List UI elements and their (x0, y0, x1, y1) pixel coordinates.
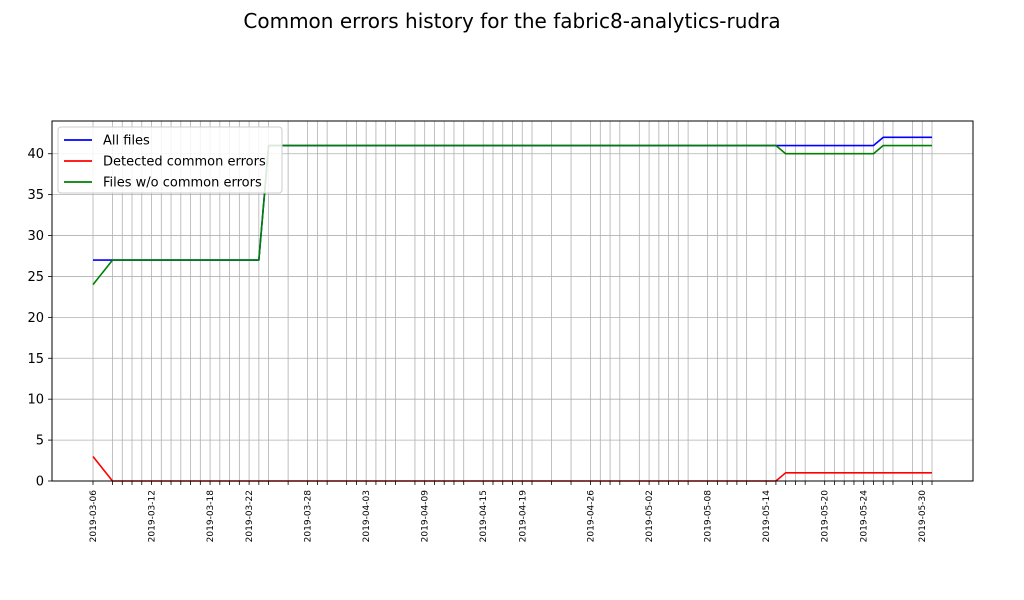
x-tick-label: 2019-05-02 (645, 490, 655, 542)
x-tick-label: 2019-05-08 (704, 490, 714, 543)
y-tick-label: 35 (27, 188, 44, 203)
legend-entry-1: Detected common errors (103, 155, 266, 170)
x-axis: 2019-03-06 2019-03-12 2019-03-18 2019-03-22… (89, 481, 933, 543)
x-tick-label: 2019-04-26 (587, 490, 597, 543)
x-tick-label: 2019-04-03 (362, 490, 372, 542)
x-tick-label: 2019-04-19 (518, 490, 528, 543)
series-line-2 (92, 144, 932, 286)
legend-box (57, 126, 283, 194)
y-tick-label: 20 (27, 311, 44, 326)
legend-entry-2: Files w/o common errors (103, 176, 262, 191)
x-tick-label: 2019-05-20 (821, 490, 831, 543)
y-tick-label: 0 (36, 475, 44, 490)
x-tick-label: 2019-03-06 (89, 490, 99, 543)
legend: All files Detected common errors Files w/o… (57, 126, 283, 194)
y-tick-label: 15 (27, 352, 44, 367)
x-tick-label: 2019-03-12 (148, 490, 158, 542)
x-tick-label: 2019-05-24 (860, 490, 870, 543)
chart-title: Common errors history for the fabric8-an… (243, 9, 780, 33)
x-tick-label: 2019-05-14 (762, 490, 772, 543)
x-tick-label: 2019-03-28 (304, 490, 314, 543)
y-axis: 0 5 10 15 20 25 30 35 40 (27, 147, 52, 490)
y-tick-label: 25 (27, 270, 44, 285)
y-tick-label: 10 (27, 393, 44, 408)
legend-entry-0: All files (103, 134, 150, 149)
x-tick-label: 2019-03-22 (245, 490, 255, 542)
y-tick-label: 30 (27, 229, 44, 244)
x-tick-label: 2019-04-09 (421, 490, 431, 543)
x-tick-label: 2019-04-15 (479, 490, 489, 542)
y-tick-label: 5 (36, 434, 44, 449)
x-tick-label: 2019-05-30 (918, 490, 928, 543)
x-tick-label: 2019-03-18 (206, 490, 216, 543)
y-tick-label: 40 (27, 147, 44, 162)
